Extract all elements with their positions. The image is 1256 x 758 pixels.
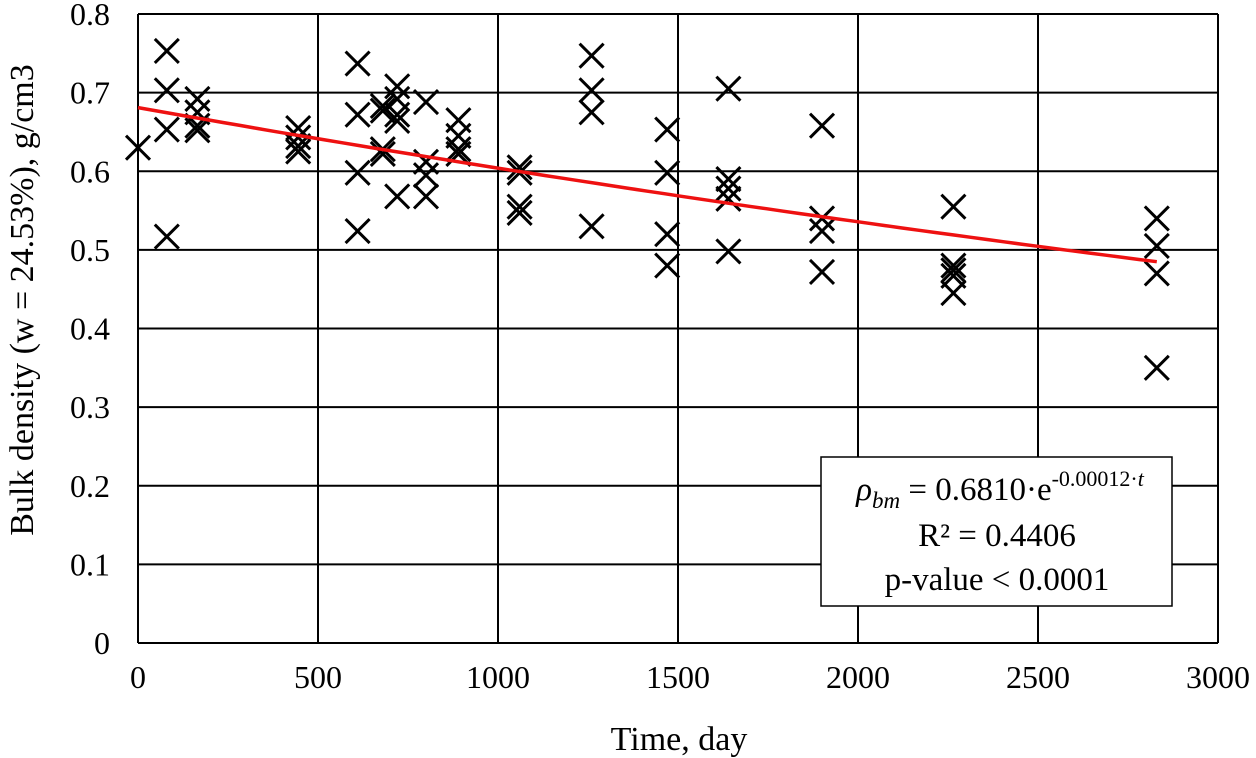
data-point (506, 154, 533, 181)
data-point (384, 183, 411, 210)
annotation-exponent-var: t (1138, 466, 1145, 491)
data-point (124, 134, 152, 161)
data-point (412, 162, 440, 189)
x-tick-label: 500 (294, 659, 342, 695)
data-point (808, 112, 836, 139)
x-tick-label: 1500 (646, 659, 710, 695)
data-point (578, 99, 605, 126)
data-point (384, 107, 411, 134)
data-point (1143, 205, 1170, 232)
data-point (344, 50, 371, 77)
y-tick-label: 0.7 (70, 75, 110, 111)
trend-line (137, 105, 1158, 264)
data-point (153, 77, 180, 104)
data-point (715, 75, 742, 102)
data-markers (124, 37, 1170, 381)
annotation-p-value: p-value < 0.0001 (885, 562, 1110, 598)
data-point (1143, 260, 1170, 287)
x-tick-label: 2500 (1006, 659, 1070, 695)
x-tick-label: 2000 (826, 659, 890, 695)
data-point (445, 136, 472, 163)
data-point (578, 42, 605, 69)
y-tick-label: 0.6 (70, 153, 110, 189)
data-point (153, 223, 180, 250)
y-tick-label: 0.5 (70, 232, 110, 268)
data-point (184, 117, 211, 144)
data-point (184, 85, 211, 112)
y-tick-label: 0.3 (70, 389, 110, 425)
data-point (412, 183, 440, 210)
data-point (715, 185, 742, 212)
data-point (369, 140, 396, 168)
data-point (153, 116, 180, 143)
data-point (808, 217, 836, 245)
data-point (384, 101, 411, 128)
data-point (412, 148, 440, 175)
annotation-box (820, 456, 1173, 607)
data-point (940, 280, 967, 307)
data-point (578, 77, 605, 104)
y-tick-label: 0.8 (70, 0, 110, 32)
x-tick-label: 0 (130, 659, 146, 695)
data-point (654, 159, 681, 186)
regression-annotation: ρbm = 0.6810·e-0.00012·t R² = 0.4406 p-v… (820, 456, 1173, 607)
data-point (654, 116, 681, 143)
data-point (715, 175, 742, 202)
y-axis-title: Bulk density (w = 24.53%), g/cm3 (4, 64, 41, 536)
data-point (153, 37, 180, 65)
data-point (384, 73, 411, 100)
data-point (1143, 232, 1170, 260)
data-point (1143, 354, 1170, 381)
data-point (715, 238, 742, 265)
x-tick-label: 1000 (466, 659, 530, 695)
annotation-symbol: ρ (855, 472, 872, 508)
tick-labels: 0 500 1000 1500 2000 2500 3000 0 0.1 0.2 0.3 0.4 0.5… (70, 0, 1250, 695)
y-tick-label: 0.4 (70, 311, 110, 347)
y-tick-label: 0 (94, 625, 110, 661)
data-point (940, 257, 967, 284)
data-point (654, 252, 681, 279)
data-point (344, 101, 371, 128)
data-point (808, 258, 836, 285)
annotation-r-squared: R² = 0.4406 (918, 518, 1076, 554)
data-point (654, 221, 681, 248)
data-point (578, 213, 605, 240)
data-point (940, 252, 967, 279)
annotation-equation: ρbm = 0.6810·e-0.00012·t (855, 466, 1145, 513)
data-point (369, 97, 396, 124)
y-tick-label: 0.2 (70, 468, 110, 504)
y-tick-label: 0.1 (70, 546, 110, 582)
annotation-subscript: bm (872, 488, 900, 513)
annotation-equation-body: = 0.6810·e (900, 472, 1052, 508)
data-point (506, 199, 533, 226)
data-point (715, 166, 742, 193)
data-point (344, 159, 371, 186)
data-point (285, 138, 312, 165)
data-point (412, 88, 440, 116)
data-point (344, 217, 371, 245)
x-tick-label: 3000 (1186, 659, 1250, 695)
data-point (506, 193, 533, 220)
data-point (940, 193, 967, 220)
annotation-exponent: -0.00012· (1052, 466, 1138, 491)
x-axis-title: Time, day (611, 721, 748, 758)
